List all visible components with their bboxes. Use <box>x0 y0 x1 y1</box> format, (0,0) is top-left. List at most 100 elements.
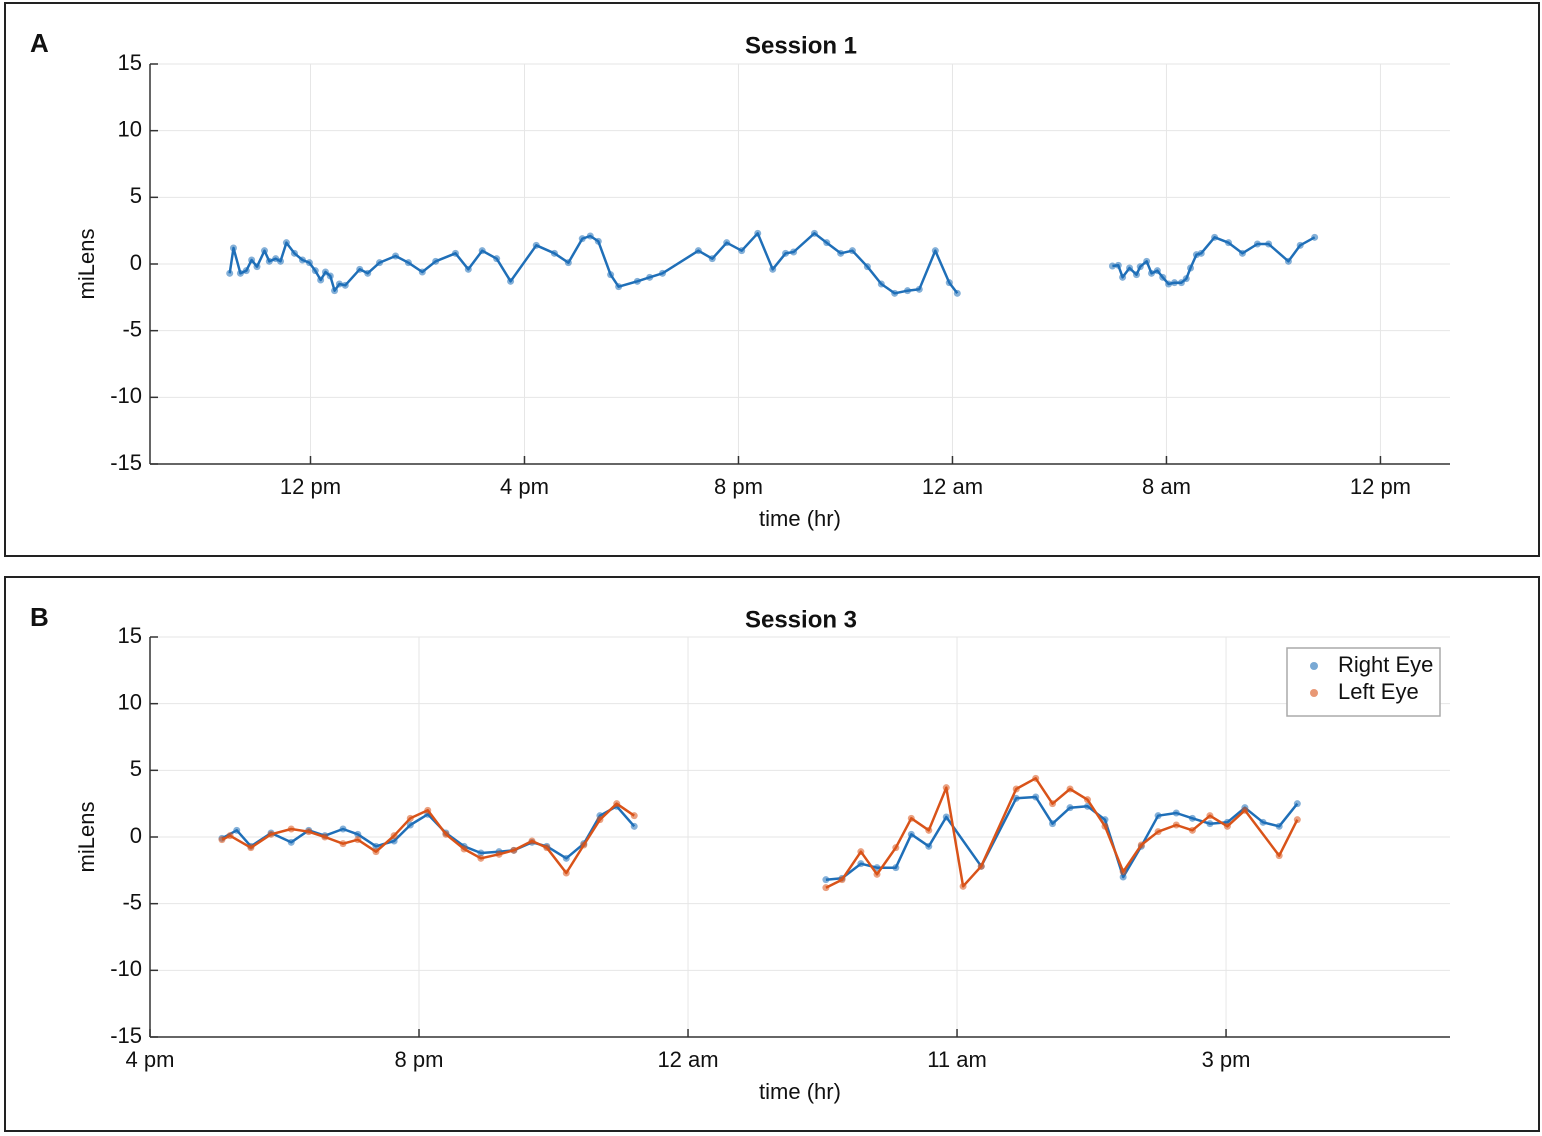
data-point <box>1284 257 1292 265</box>
data-point <box>226 832 234 840</box>
legend-marker <box>1310 689 1318 697</box>
data-point <box>406 821 414 829</box>
data-point <box>838 876 846 884</box>
data-point <box>493 255 501 263</box>
data-point <box>1206 812 1214 820</box>
data-point <box>1032 774 1040 782</box>
data-point <box>959 882 967 890</box>
y-tick-label: 15 <box>118 623 142 648</box>
data-point <box>321 268 329 276</box>
data-point <box>613 800 621 808</box>
data-point <box>1119 868 1127 876</box>
data-point <box>1154 828 1162 836</box>
data-point <box>543 844 551 852</box>
data-point <box>372 842 380 850</box>
data-point <box>738 247 746 255</box>
data-point <box>390 832 398 840</box>
data-point <box>907 830 915 838</box>
panel-frame <box>4 576 1540 1132</box>
x-tick-label: 8 pm <box>395 1047 444 1072</box>
data-point <box>442 830 450 838</box>
data-point <box>1126 264 1134 272</box>
data-point <box>694 247 702 255</box>
x-axis-label: time (hr) <box>759 1079 841 1104</box>
data-point <box>1154 812 1162 820</box>
data-point <box>356 265 364 273</box>
data-point <box>265 257 273 265</box>
legend-marker <box>1310 662 1318 670</box>
data-point <box>1172 809 1180 817</box>
chart-title: Session 1 <box>745 32 857 59</box>
data-point <box>218 836 226 844</box>
data-point <box>790 248 798 256</box>
data-point <box>580 841 588 849</box>
legend-label: Left Eye <box>1338 679 1419 704</box>
data-point <box>305 259 313 267</box>
data-point <box>1165 280 1173 288</box>
data-point <box>326 272 334 280</box>
data-point <box>242 267 250 275</box>
data-point <box>364 269 372 277</box>
data-point <box>953 289 961 297</box>
y-axis-label: miLens <box>74 229 99 300</box>
data-point <box>532 241 540 249</box>
data-point <box>1223 822 1231 830</box>
data-point <box>586 232 594 240</box>
data-point <box>1147 269 1155 277</box>
data-point <box>1133 271 1141 279</box>
data-point <box>1293 800 1301 808</box>
data-point <box>822 876 830 884</box>
data-point <box>1012 785 1020 793</box>
data-point <box>477 854 485 862</box>
data-point <box>1206 820 1214 828</box>
data-point <box>354 830 362 838</box>
data-point <box>305 828 313 836</box>
data-point <box>317 276 325 284</box>
data-point <box>877 280 885 288</box>
data-point <box>1293 816 1301 824</box>
data-point <box>782 249 790 257</box>
data-point <box>229 244 237 252</box>
data-point <box>404 259 412 267</box>
data-point <box>810 229 818 237</box>
data-point <box>837 249 845 257</box>
data-point <box>464 265 472 273</box>
panel-label: B <box>30 602 49 632</box>
data-point <box>354 836 362 844</box>
data-point <box>942 813 950 821</box>
data-point <box>659 269 667 277</box>
data-point <box>1238 249 1246 257</box>
data-point <box>596 816 604 824</box>
data-point <box>341 281 349 289</box>
data-point <box>1159 273 1167 281</box>
x-tick-label: 4 pm <box>500 474 549 499</box>
x-tick-label: 11 am <box>927 1047 987 1072</box>
data-point <box>1197 249 1205 257</box>
data-point <box>321 833 329 841</box>
data-point <box>892 864 900 872</box>
panel-frame <box>4 2 1540 557</box>
data-point <box>406 814 414 822</box>
data-point <box>260 247 268 255</box>
y-tick-label: 5 <box>130 183 142 208</box>
data-point <box>1275 852 1283 860</box>
data-point <box>925 826 933 834</box>
data-point <box>298 256 306 264</box>
data-point <box>1066 804 1074 812</box>
x-tick-label: 8 am <box>1142 474 1191 499</box>
x-tick-label: 8 pm <box>714 474 763 499</box>
data-point <box>390 837 398 845</box>
data-point <box>892 844 900 852</box>
data-point <box>495 850 503 858</box>
data-point <box>1311 233 1319 241</box>
legend-box <box>1286 647 1441 717</box>
chart-title: Session 3 <box>745 606 857 633</box>
data-point <box>507 277 515 285</box>
data-point <box>376 259 384 267</box>
data-point <box>615 283 623 291</box>
y-tick-label: -5 <box>122 889 142 914</box>
data-point <box>1049 800 1057 808</box>
data-point <box>630 812 638 820</box>
data-point <box>857 848 865 856</box>
